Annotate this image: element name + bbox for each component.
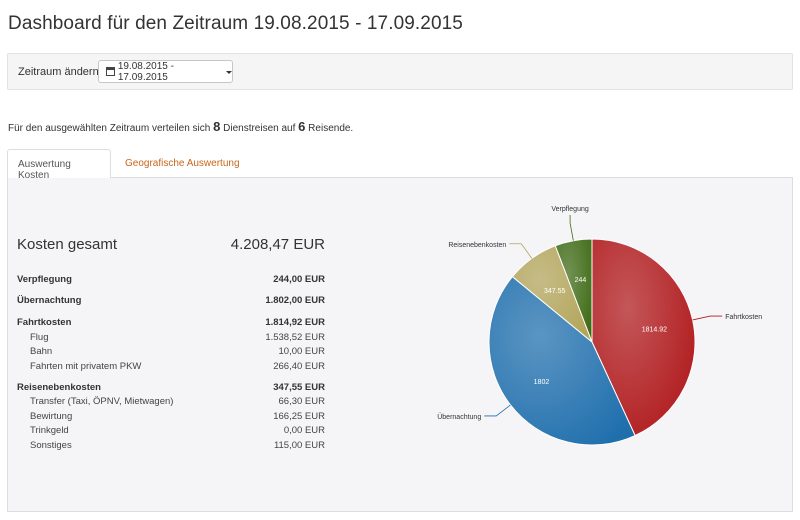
cost-category-row: Übernachtung 1.802,00 EUR (17, 295, 325, 309)
cost-subcategory-row: Trinkgeld 0,00 EUR (17, 425, 325, 439)
total-cost-value: 4.208,47 EUR (230, 236, 325, 253)
cost-label: Trinkgeld (30, 425, 69, 436)
caret-down-icon (226, 70, 232, 74)
tab-bar: Auswertung Kosten Geografische Auswertun… (7, 149, 793, 181)
cost-label: Flug (30, 332, 49, 343)
date-range-dropdown[interactable]: 19.08.2015 - 17.09.2015 (98, 60, 233, 83)
cost-value: 244,00 EUR (273, 274, 325, 285)
pie-category-label: Verpflegung (551, 206, 588, 213)
pie-label-connector (692, 315, 723, 321)
cost-label: Verpflegung (17, 274, 72, 285)
cost-subcategory-row: Bewirtung 166,25 EUR (17, 411, 325, 425)
cost-value: 10,00 EUR (278, 346, 325, 357)
cost-label: Fahrtkosten (17, 317, 72, 328)
calendar-icon (106, 67, 115, 76)
pie-label-connector (569, 215, 574, 241)
pie-value-label: 347.55 (544, 288, 566, 295)
date-range-value: 19.08.2015 - 17.09.2015 (117, 60, 174, 83)
cost-value: 1.538,52 EUR (265, 332, 325, 343)
filter-bar: Zeitraum ändern: 19.08.2015 - 17.09.2015 (7, 53, 793, 90)
cost-category-row: Fahrtkosten 1.814,92 EUR (17, 317, 325, 331)
pie-category-label: Reisenebenkosten (448, 242, 506, 249)
cost-value: 115,00 EUR (273, 440, 325, 451)
cost-label: Reisenebenkosten (17, 382, 101, 393)
pie-value-label: 1814.92 (642, 326, 667, 333)
page-title: Dashboard für den Zeitraum 19.08.2015 - … (8, 13, 463, 34)
cost-label: Bewirtung (30, 411, 73, 422)
cost-value: 347,55 EUR (273, 382, 325, 393)
tab-geographic-evaluation[interactable]: Geografische Auswertung (125, 158, 240, 169)
summary-part: Dienstreisen auf (220, 123, 299, 134)
trip-count: 8 (213, 119, 221, 134)
cost-value: 166,25 EUR (273, 411, 325, 422)
pie-slice (554, 238, 593, 343)
cost-pie-chart: 1814.92 Fahrtkosten 1802 Übernachtung 347.55… (437, 206, 762, 446)
cost-subcategory-row: Bahn 10,00 EUR (17, 346, 325, 360)
summary-part: Für den ausgewählten Zeitraum verteilen … (8, 123, 214, 134)
cost-subcategory-row: Fahrten mit privatem PKW 266,40 EUR (17, 361, 325, 375)
cost-label: Sonstiges (30, 440, 72, 451)
summary-part: Reisende. (305, 123, 354, 134)
total-cost-label: Kosten gesamt (17, 236, 118, 253)
pie-label-connector (484, 404, 511, 417)
cost-label: Übernachtung (17, 295, 82, 306)
cost-value: 1.802,00 EUR (265, 295, 325, 306)
summary-text: Für den ausgewählten Zeitraum verteilen … (8, 119, 353, 134)
pie-label-connector (509, 243, 533, 259)
pie-value-label: 1802 (534, 379, 550, 386)
tab-cost-evaluation[interactable]: Auswertung Kosten (7, 149, 111, 181)
cost-label: Fahrten mit privatem PKW (30, 361, 142, 372)
cost-value: 0,00 EUR (283, 425, 325, 436)
pie-category-label: Fahrtkosten (725, 314, 762, 321)
cost-value: 1.814,92 EUR (265, 317, 325, 328)
cost-value: 266,40 EUR (273, 361, 325, 372)
cost-value: 66,30 EUR (278, 396, 325, 407)
cost-subcategory-row: Sonstiges 115,00 EUR (17, 440, 325, 454)
pie-value-label: 244 (575, 277, 587, 284)
traveler-count: 6 (298, 119, 306, 134)
pie-slice (488, 275, 636, 446)
cost-subcategory-row: Flug 1.538,52 EUR (17, 332, 325, 346)
filter-label: Zeitraum ändern: (18, 66, 102, 78)
cost-label: Transfer (Taxi, ÖPNV, Mietwagen) (30, 396, 174, 407)
cost-category-row: Verpflegung 244,00 EUR (17, 274, 325, 288)
cost-category-row: Reisenebenkosten 347,55 EUR (17, 382, 325, 396)
cost-subcategory-row: Transfer (Taxi, ÖPNV, Mietwagen) 66,30 EU… (17, 396, 325, 410)
pie-category-label: Übernachtung (437, 413, 481, 421)
cost-label: Bahn (30, 346, 53, 357)
